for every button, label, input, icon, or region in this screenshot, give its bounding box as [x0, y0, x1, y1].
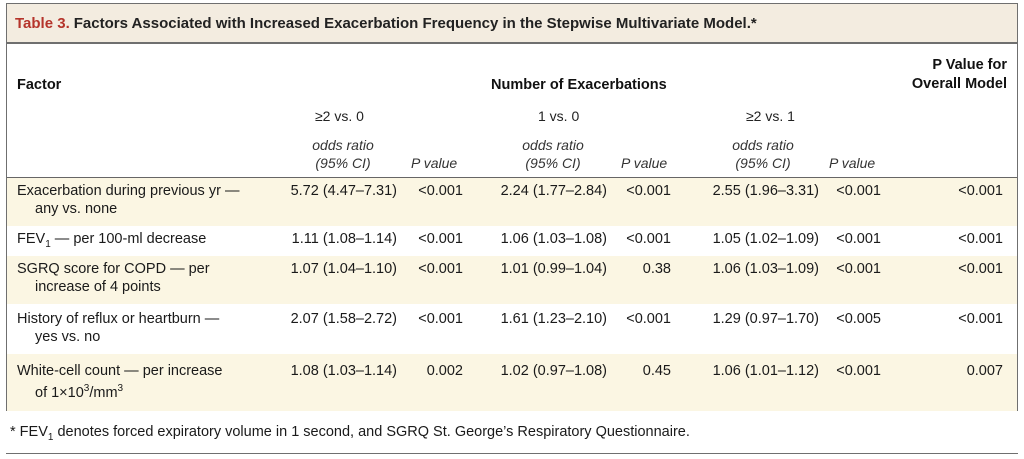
or-ge2-vs-0: 1.07 (1.04–1.10): [290, 261, 397, 277]
or-ge2-vs-1: 1.06 (1.03–1.09): [712, 261, 819, 277]
or-head-line1: odds ratio: [732, 137, 794, 153]
factor-line2: any vs. none: [35, 201, 118, 217]
table-row: History of reflux or heartburn — yes vs.…: [7, 304, 1017, 354]
p-overall: <0.001: [958, 231, 1003, 247]
comparison-ge2-vs-1: ≥2 vs. 1: [746, 108, 795, 124]
p-value-header-2: P value: [621, 155, 668, 171]
factor-line2: yes vs. no: [35, 329, 101, 345]
factor-line1: SGRQ score for COPD — per: [17, 261, 210, 277]
header-rule: [7, 177, 1017, 178]
p-ge2-vs-1: <0.001: [836, 231, 881, 247]
p-1-vs-0: <0.001: [626, 311, 671, 327]
p-ge2-vs-0: <0.001: [418, 231, 463, 247]
p-overall: <0.001: [958, 261, 1003, 277]
p-1-vs-0: 0.38: [642, 261, 671, 277]
factor-line1: White-cell count — per increase: [17, 363, 223, 379]
or-ge2-vs-0: 1.08 (1.03–1.14): [290, 363, 397, 379]
header-number-of-exacerbations: Number of Exacerbations: [491, 77, 667, 93]
p-value-header-3: P value: [829, 155, 876, 171]
row-factor: White-cell count — per increase of 1×103…: [17, 362, 272, 402]
factor-fev: FEV: [17, 231, 46, 247]
row-factor: SGRQ score for COPD — per increase of 4 …: [17, 260, 272, 296]
p-overall: 0.007: [966, 363, 1003, 379]
or-ge2-vs-1: 1.29 (0.97–1.70): [712, 311, 819, 327]
row-factor: History of reflux or heartburn — yes vs.…: [17, 310, 272, 346]
row-factor: Exacerbation during previous yr — any vs…: [17, 182, 272, 218]
table-label: Table 3.: [15, 14, 70, 32]
or-ge2-vs-1: 1.05 (1.02–1.09): [712, 231, 819, 247]
or-ge2-vs-1: 1.06 (1.01–1.12): [712, 363, 819, 379]
table-footnote: * FEV1 denotes forced expiratory volume …: [10, 424, 690, 443]
table-frame: Table 3. Factors Associated with Increas…: [6, 3, 1018, 411]
p-ge2-vs-1: <0.001: [836, 363, 881, 379]
header-overall-line2: Overall Model: [911, 76, 1007, 92]
row-factor: FEV1 — per 100-ml decrease: [17, 230, 272, 254]
factor-line1: Exacerbation during previous yr —: [17, 183, 240, 199]
or-1-vs-0: 1.06 (1.03–1.08): [500, 231, 607, 247]
factor-line2-pre: of 1×10: [35, 384, 84, 401]
or-ge2-vs-0: 2.07 (1.58–2.72): [290, 311, 397, 327]
odds-ratio-header-3: odds ratio (95% CI): [713, 136, 813, 172]
factor-fev-subscript: 1: [45, 238, 51, 250]
or-head-line2: (95% CI): [735, 155, 791, 171]
or-1-vs-0: 1.02 (0.97–1.08): [500, 363, 607, 379]
comparison-ge2-vs-0: ≥2 vs. 0: [315, 108, 364, 124]
p-ge2-vs-1: <0.005: [836, 311, 881, 327]
factor-line2: increase of 4 points: [35, 279, 161, 295]
table-row: FEV1 — per 100-ml decrease 1.11 (1.08–1.…: [7, 226, 1017, 256]
footnote-fev: * FEV: [10, 424, 48, 440]
p-1-vs-0: <0.001: [626, 183, 671, 199]
header-overall-model: P Value for Overall Model: [887, 56, 1007, 94]
footnote-text: denotes forced expiratory volume in 1 se…: [53, 424, 690, 440]
p-ge2-vs-0: <0.001: [418, 183, 463, 199]
table-row: SGRQ score for COPD — per increase of 4 …: [7, 256, 1017, 304]
p-ge2-vs-1: <0.001: [836, 183, 881, 199]
header-factor: Factor: [17, 77, 62, 93]
p-ge2-vs-0: 0.002: [426, 363, 463, 379]
p-1-vs-0: 0.45: [642, 363, 671, 379]
p-value-header-1: P value: [411, 155, 458, 171]
header-overall-line1: P Value for: [932, 57, 1007, 73]
odds-ratio-header-1: odds ratio (95% CI): [293, 136, 393, 172]
or-head-line1: odds ratio: [312, 137, 374, 153]
factor-line1: History of reflux or heartburn —: [17, 311, 220, 327]
p-ge2-vs-1: <0.001: [836, 261, 881, 277]
or-head-line2: (95% CI): [525, 155, 581, 171]
factor-line2: of 1×103/mm3: [17, 380, 272, 402]
or-ge2-vs-0: 1.11 (1.08–1.14): [291, 231, 397, 247]
or-1-vs-0: 2.24 (1.77–2.84): [500, 183, 607, 199]
or-ge2-vs-1: 2.55 (1.96–3.31): [712, 183, 819, 199]
bottom-rule: [6, 453, 1018, 454]
footnote-subscript: 1: [47, 431, 54, 443]
factor-line2-sup2: 3: [117, 383, 124, 394]
factor-rest: — per 100-ml decrease: [50, 231, 207, 247]
or-ge2-vs-0: 5.72 (4.47–7.31): [290, 183, 397, 199]
factor-line2-mid: /mm: [89, 384, 118, 401]
table-row: Exacerbation during previous yr — any vs…: [7, 178, 1017, 226]
table-title-bar: Table 3. Factors Associated with Increas…: [7, 4, 1017, 44]
p-ge2-vs-0: <0.001: [418, 261, 463, 277]
or-1-vs-0: 1.61 (1.23–2.10): [500, 311, 607, 327]
table-row: White-cell count — per increase of 1×103…: [7, 354, 1017, 411]
p-1-vs-0: <0.001: [626, 231, 671, 247]
or-1-vs-0: 1.01 (0.99–1.04): [500, 261, 607, 277]
factor-line2-sup1: 3: [83, 383, 90, 394]
p-overall: <0.001: [958, 183, 1003, 199]
or-head-line2: (95% CI): [315, 155, 371, 171]
odds-ratio-header-2: odds ratio (95% CI): [503, 136, 603, 172]
or-head-line1: odds ratio: [522, 137, 584, 153]
comparison-1-vs-0: 1 vs. 0: [538, 108, 580, 124]
p-ge2-vs-0: <0.001: [418, 311, 463, 327]
table-title: Factors Associated with Increased Exacer…: [73, 14, 757, 32]
p-overall: <0.001: [958, 311, 1003, 327]
